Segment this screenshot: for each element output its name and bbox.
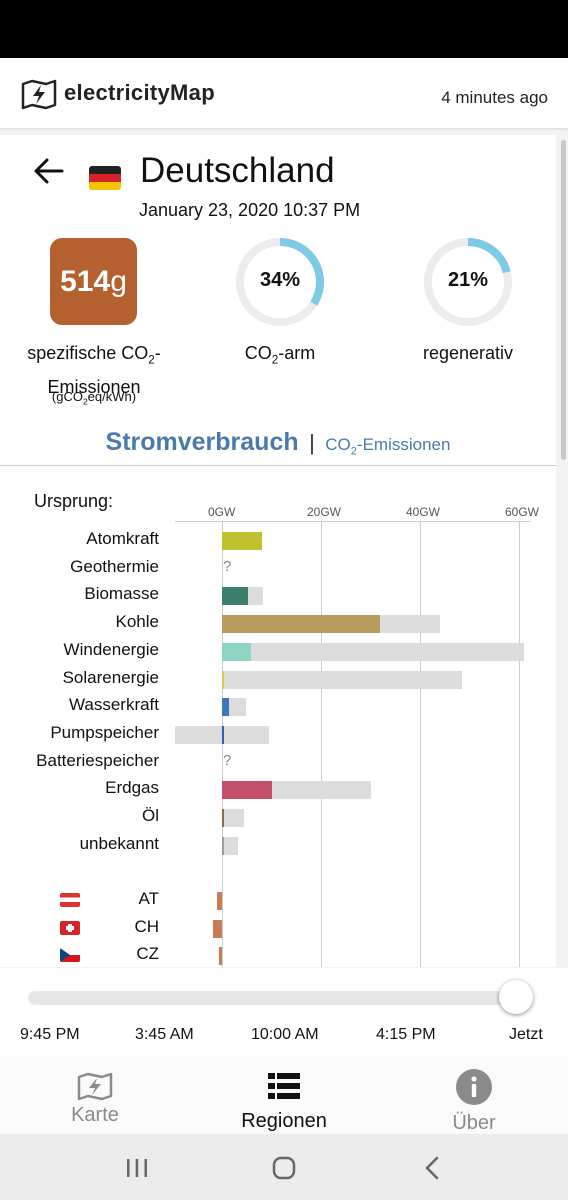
production-bar xyxy=(222,642,251,661)
exchange-bar xyxy=(219,947,222,965)
axis-tick-label: 20GW xyxy=(307,505,342,519)
capacity-bar xyxy=(222,836,239,855)
source-label: unbekannt xyxy=(79,833,159,853)
carbon-intensity-value: 514 xyxy=(60,264,111,298)
grid-line xyxy=(519,521,520,967)
source-label: Erdgas xyxy=(105,778,159,798)
source-label: Biomasse xyxy=(84,584,159,604)
last-updated: 4 minutes ago xyxy=(441,88,548,107)
capacity-bar xyxy=(174,725,270,744)
source-label: Pumpspeicher xyxy=(50,722,159,742)
zone-name: Deutschland xyxy=(140,151,335,190)
mode-separator: | xyxy=(309,430,315,455)
production-bar xyxy=(222,809,224,827)
axis-tick-label: 40GW xyxy=(406,505,441,519)
grid-line xyxy=(321,521,322,967)
home-icon[interactable] xyxy=(272,1156,296,1180)
country-flag-icon xyxy=(60,920,80,935)
time-slider-track[interactable] xyxy=(28,991,516,1005)
system-navigation-bar xyxy=(0,1134,568,1200)
country-flag-icon xyxy=(60,948,80,962)
missing-data-marker: ? xyxy=(223,557,232,575)
timeline-label: 9:45 PM xyxy=(20,1026,80,1043)
source-label: Kohle xyxy=(115,612,159,632)
back-arrow-icon[interactable] xyxy=(32,155,66,187)
renewable-gauge[interactable] xyxy=(423,237,513,327)
list-icon xyxy=(268,1073,300,1099)
section-divider xyxy=(0,465,556,466)
production-bar xyxy=(222,725,225,744)
nav-regions[interactable]: Regionen xyxy=(214,1056,354,1134)
zone-datetime: January 23, 2020 10:37 PM xyxy=(139,200,361,220)
capacity-bar xyxy=(222,642,524,661)
carbon-intensity-unit-label: (gCO2eq/kWh) xyxy=(51,389,137,407)
production-bar xyxy=(222,587,249,606)
production-bar xyxy=(222,698,230,717)
renewable-value: 21% xyxy=(447,269,489,291)
carbon-intensity-label: spezifische CO2- Emissionen xyxy=(27,343,161,397)
exchange-bar xyxy=(213,919,222,938)
carbon-intensity-unit: g xyxy=(110,264,127,298)
back-nav-icon[interactable] xyxy=(424,1156,440,1180)
source-label: Atomkraft xyxy=(86,529,159,548)
app-header: electricityMap 4 minutes ago xyxy=(0,58,568,128)
bottom-navigation: Karte Regionen Über xyxy=(0,1056,568,1134)
low-carbon-gauge[interactable] xyxy=(235,237,325,327)
production-bar xyxy=(222,836,224,855)
source-label: Solarenergie xyxy=(62,667,159,687)
germany-flag-icon xyxy=(89,166,121,190)
chart-axis xyxy=(175,521,530,522)
renewable-label: regenerativ xyxy=(422,343,514,363)
recent-apps-icon[interactable] xyxy=(126,1158,148,1178)
country-flag-icon xyxy=(60,893,80,907)
timeline-label: 3:45 AM xyxy=(135,1026,194,1043)
status-bar xyxy=(0,0,568,58)
nav-about[interactable]: Über xyxy=(404,1056,544,1134)
nav-about-label: Über xyxy=(452,1112,496,1134)
production-bar xyxy=(222,781,273,800)
production-bar xyxy=(222,615,381,634)
source-label: Wasserkraft xyxy=(68,695,159,715)
time-slider: 9:45 PM 3:45 AM 10:00 AM 4:15 PM Jetzt xyxy=(0,968,568,1056)
source-label: Öl xyxy=(142,806,159,825)
exchange-label: AT xyxy=(138,889,159,908)
production-bar xyxy=(222,670,224,689)
time-slider-thumb[interactable] xyxy=(499,980,533,1014)
source-label: Geothermie xyxy=(70,556,159,576)
capacity-bar xyxy=(222,670,463,689)
origin-heading: Ursprung: xyxy=(34,491,114,511)
axis-tick-label: 60GW xyxy=(505,505,540,519)
mode-consumption[interactable]: Stromverbrauch xyxy=(105,428,299,456)
scrollbar[interactable] xyxy=(561,140,566,460)
low-carbon-value: 34% xyxy=(259,269,301,291)
map-icon xyxy=(77,1072,113,1101)
timeline-label: Jetzt xyxy=(509,1026,543,1043)
timeline-label: 4:15 PM xyxy=(376,1026,436,1043)
capacity-bar xyxy=(222,809,244,827)
nav-map[interactable]: Karte xyxy=(25,1056,165,1134)
production-bar xyxy=(222,532,263,550)
axis-tick-label: 0GW xyxy=(208,505,236,519)
exchange-bar xyxy=(217,892,222,910)
timeline-label: 10:00 AM xyxy=(251,1026,319,1043)
brand-name: electricityMap xyxy=(64,80,215,105)
nav-regions-label: Regionen xyxy=(241,1110,327,1132)
source-label: Windenergie xyxy=(63,639,159,659)
exchange-label: CH xyxy=(134,916,159,936)
logo-icon xyxy=(21,79,57,110)
exchange-label: CZ xyxy=(136,944,159,963)
carbon-intensity-badge[interactable]: 514 g xyxy=(50,238,137,325)
source-label: Batteriespeicher xyxy=(36,750,159,770)
nav-map-label: Karte xyxy=(71,1104,119,1126)
display-mode-toggle: Stromverbrauch | CO2-Emissionen xyxy=(0,428,556,457)
mode-emissions[interactable]: CO2-Emissionen xyxy=(325,435,451,458)
grid-line xyxy=(420,521,421,967)
grid-line xyxy=(222,521,223,967)
info-icon xyxy=(456,1069,492,1105)
missing-data-marker: ? xyxy=(223,751,232,769)
low-carbon-label: CO2-arm xyxy=(244,343,316,367)
zone-details-panel: Deutschland January 23, 2020 10:37 PM 51… xyxy=(0,135,556,967)
